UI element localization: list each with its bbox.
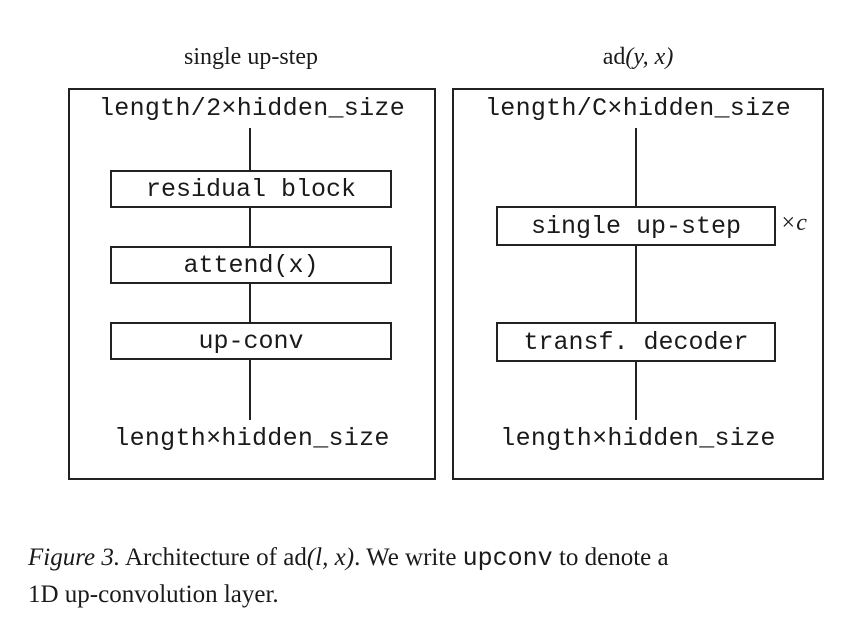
single-up-step-box: single up-step [496,206,776,246]
right-connector-middle [635,246,637,324]
residual-block-box: residual block [110,170,392,208]
caption-text-3: to denote a [552,544,669,571]
right-output-shape-label: length×hidden_size [500,424,776,453]
right-connector-bottom [635,362,637,420]
figure-caption: Figure 3. Architecture of ad(l, x). We w… [28,540,848,613]
left-panel [68,88,436,480]
caption-line-1: Figure 3. Architecture of ad(l, x). We w… [28,540,848,577]
repeat-label: ×c [780,210,807,236]
right-panel-title: ad(y, x) [452,44,824,71]
left-connector-1 [249,208,251,248]
up-conv-box: up-conv [110,322,392,360]
caption-text-2: . We write [354,544,463,571]
transf-decoder-box: transf. decoder [496,322,776,362]
left-panel-title: single up-step [184,44,318,70]
right-title-args: (y, x) [625,44,674,70]
right-title-func: ad [602,44,626,70]
caption-code: upconv [462,544,553,573]
left-connector-bottom [249,360,251,420]
attend-box: attend(x) [110,246,392,284]
right-panel [452,88,824,480]
left-input-shape-label: length/2×hidden_size [98,94,406,123]
right-input-shape-label: length/C×hidden_size [484,94,792,123]
caption-func: ad [283,544,307,571]
caption-line-2: 1D up-convolution layer. [28,581,279,608]
left-connector-2 [249,284,251,324]
left-output-shape-label: length×hidden_size [114,424,390,453]
repeat-multiplier-label: ×c [780,210,807,237]
caption-args: (l, x) [306,544,355,571]
caption-figure-label: Figure 3. [28,544,121,571]
caption-text-1: Architecture of [120,544,284,571]
left-connector-top [249,128,251,172]
right-connector-top [635,128,637,208]
